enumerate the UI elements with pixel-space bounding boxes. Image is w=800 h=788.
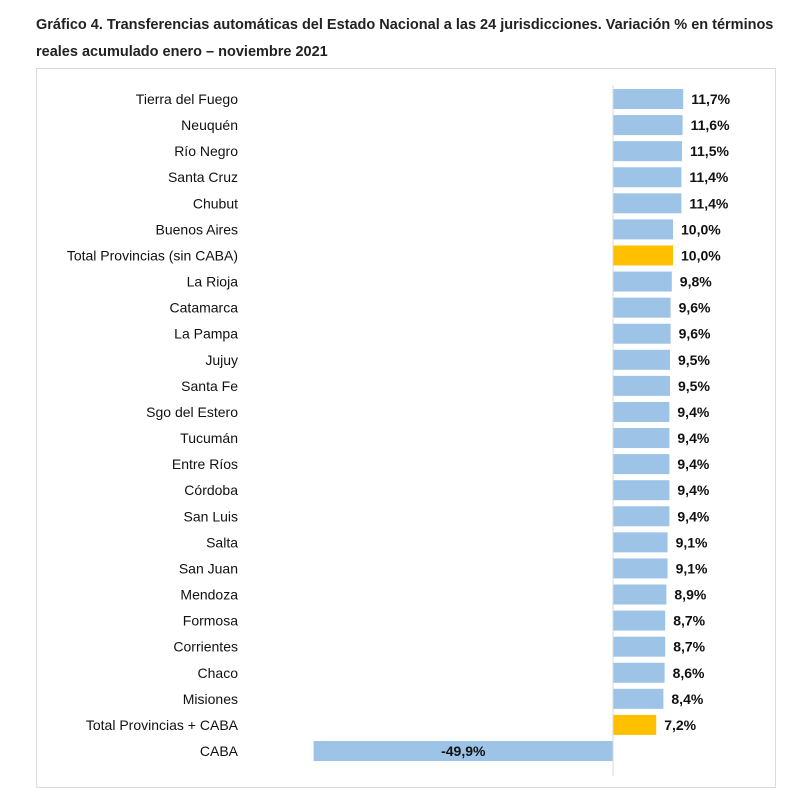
bar (613, 636, 666, 657)
category-label: CABA (200, 743, 239, 759)
category-label: Mendoza (180, 587, 238, 603)
category-label: Buenos Aires (156, 221, 239, 237)
bar (613, 115, 683, 136)
data-label: 8,7% (673, 639, 705, 655)
data-label: 9,4% (677, 508, 709, 524)
data-label: 9,8% (680, 274, 712, 290)
category-label: Tierra del Fuego (136, 91, 238, 107)
category-label: San Luis (184, 508, 238, 524)
category-label: Santa Fe (181, 378, 238, 394)
data-label: 11,7% (691, 91, 730, 107)
category-label: Formosa (183, 613, 238, 629)
category-label: Córdoba (184, 482, 238, 498)
data-label: 10,0% (681, 221, 721, 237)
data-label: 9,5% (678, 352, 710, 368)
bar (613, 297, 671, 318)
category-label: Misiones (183, 691, 238, 707)
category-label: Total Provincias + CABA (86, 717, 239, 733)
data-label: 9,6% (679, 300, 711, 316)
data-label: 9,5% (678, 378, 710, 394)
bar (313, 741, 613, 761)
category-label: Sgo del Estero (146, 404, 238, 420)
data-label: 8,7% (673, 613, 705, 629)
data-label: 11,6% (691, 117, 730, 133)
category-label: Salta (206, 534, 238, 550)
category-label: Total Provincias (sin CABA) (67, 247, 238, 263)
data-label: 8,4% (671, 691, 703, 707)
bar (613, 688, 664, 709)
bar (613, 193, 682, 214)
bar (613, 245, 673, 266)
data-label: 9,1% (676, 560, 708, 576)
data-label: 9,6% (679, 326, 711, 342)
bar (613, 219, 673, 240)
data-label: 10,0% (681, 247, 721, 263)
category-label: Catamarca (170, 300, 239, 316)
category-label: Jujuy (205, 352, 238, 368)
bar (613, 662, 665, 683)
category-label: Entre Ríos (172, 456, 238, 472)
category-label: Chubut (193, 195, 238, 211)
bar (613, 532, 668, 553)
category-label: Santa Cruz (168, 169, 238, 185)
bar (613, 89, 684, 109)
bar (613, 610, 666, 631)
category-label: La Pampa (174, 326, 238, 342)
bar (613, 558, 668, 579)
data-label: 11,4% (689, 169, 728, 185)
data-label: 9,1% (676, 534, 708, 550)
category-label: Tucumán (180, 430, 238, 446)
category-label: La Rioja (187, 274, 239, 290)
data-label: 9,4% (677, 482, 709, 498)
bar (613, 349, 670, 370)
category-label: Río Negro (174, 143, 238, 159)
data-label: 9,4% (677, 456, 709, 472)
bar (613, 584, 667, 605)
bar (613, 401, 670, 422)
category-label: Corrientes (173, 639, 238, 655)
bar (613, 375, 670, 396)
bar (613, 454, 670, 475)
bar (613, 141, 682, 162)
data-label: 11,5% (690, 143, 729, 159)
data-label: -49,9% (441, 743, 486, 759)
category-label: Neuquén (181, 117, 238, 133)
data-label: 9,4% (677, 404, 709, 420)
data-label: 8,9% (674, 587, 706, 603)
bar (613, 323, 671, 344)
bar (613, 506, 670, 527)
category-label: San Juan (179, 560, 238, 576)
data-label: 8,6% (673, 665, 705, 681)
data-label: 7,2% (664, 717, 696, 733)
bar (613, 167, 682, 188)
bar (613, 480, 670, 501)
chart-title: Gráfico 4. Transferencias automáticas de… (36, 17, 774, 60)
data-label: 11,4% (689, 195, 728, 211)
bar (613, 271, 672, 292)
bar (613, 714, 657, 735)
category-label: Chaco (198, 665, 239, 681)
bar (613, 428, 670, 449)
data-label: 9,4% (677, 430, 709, 446)
